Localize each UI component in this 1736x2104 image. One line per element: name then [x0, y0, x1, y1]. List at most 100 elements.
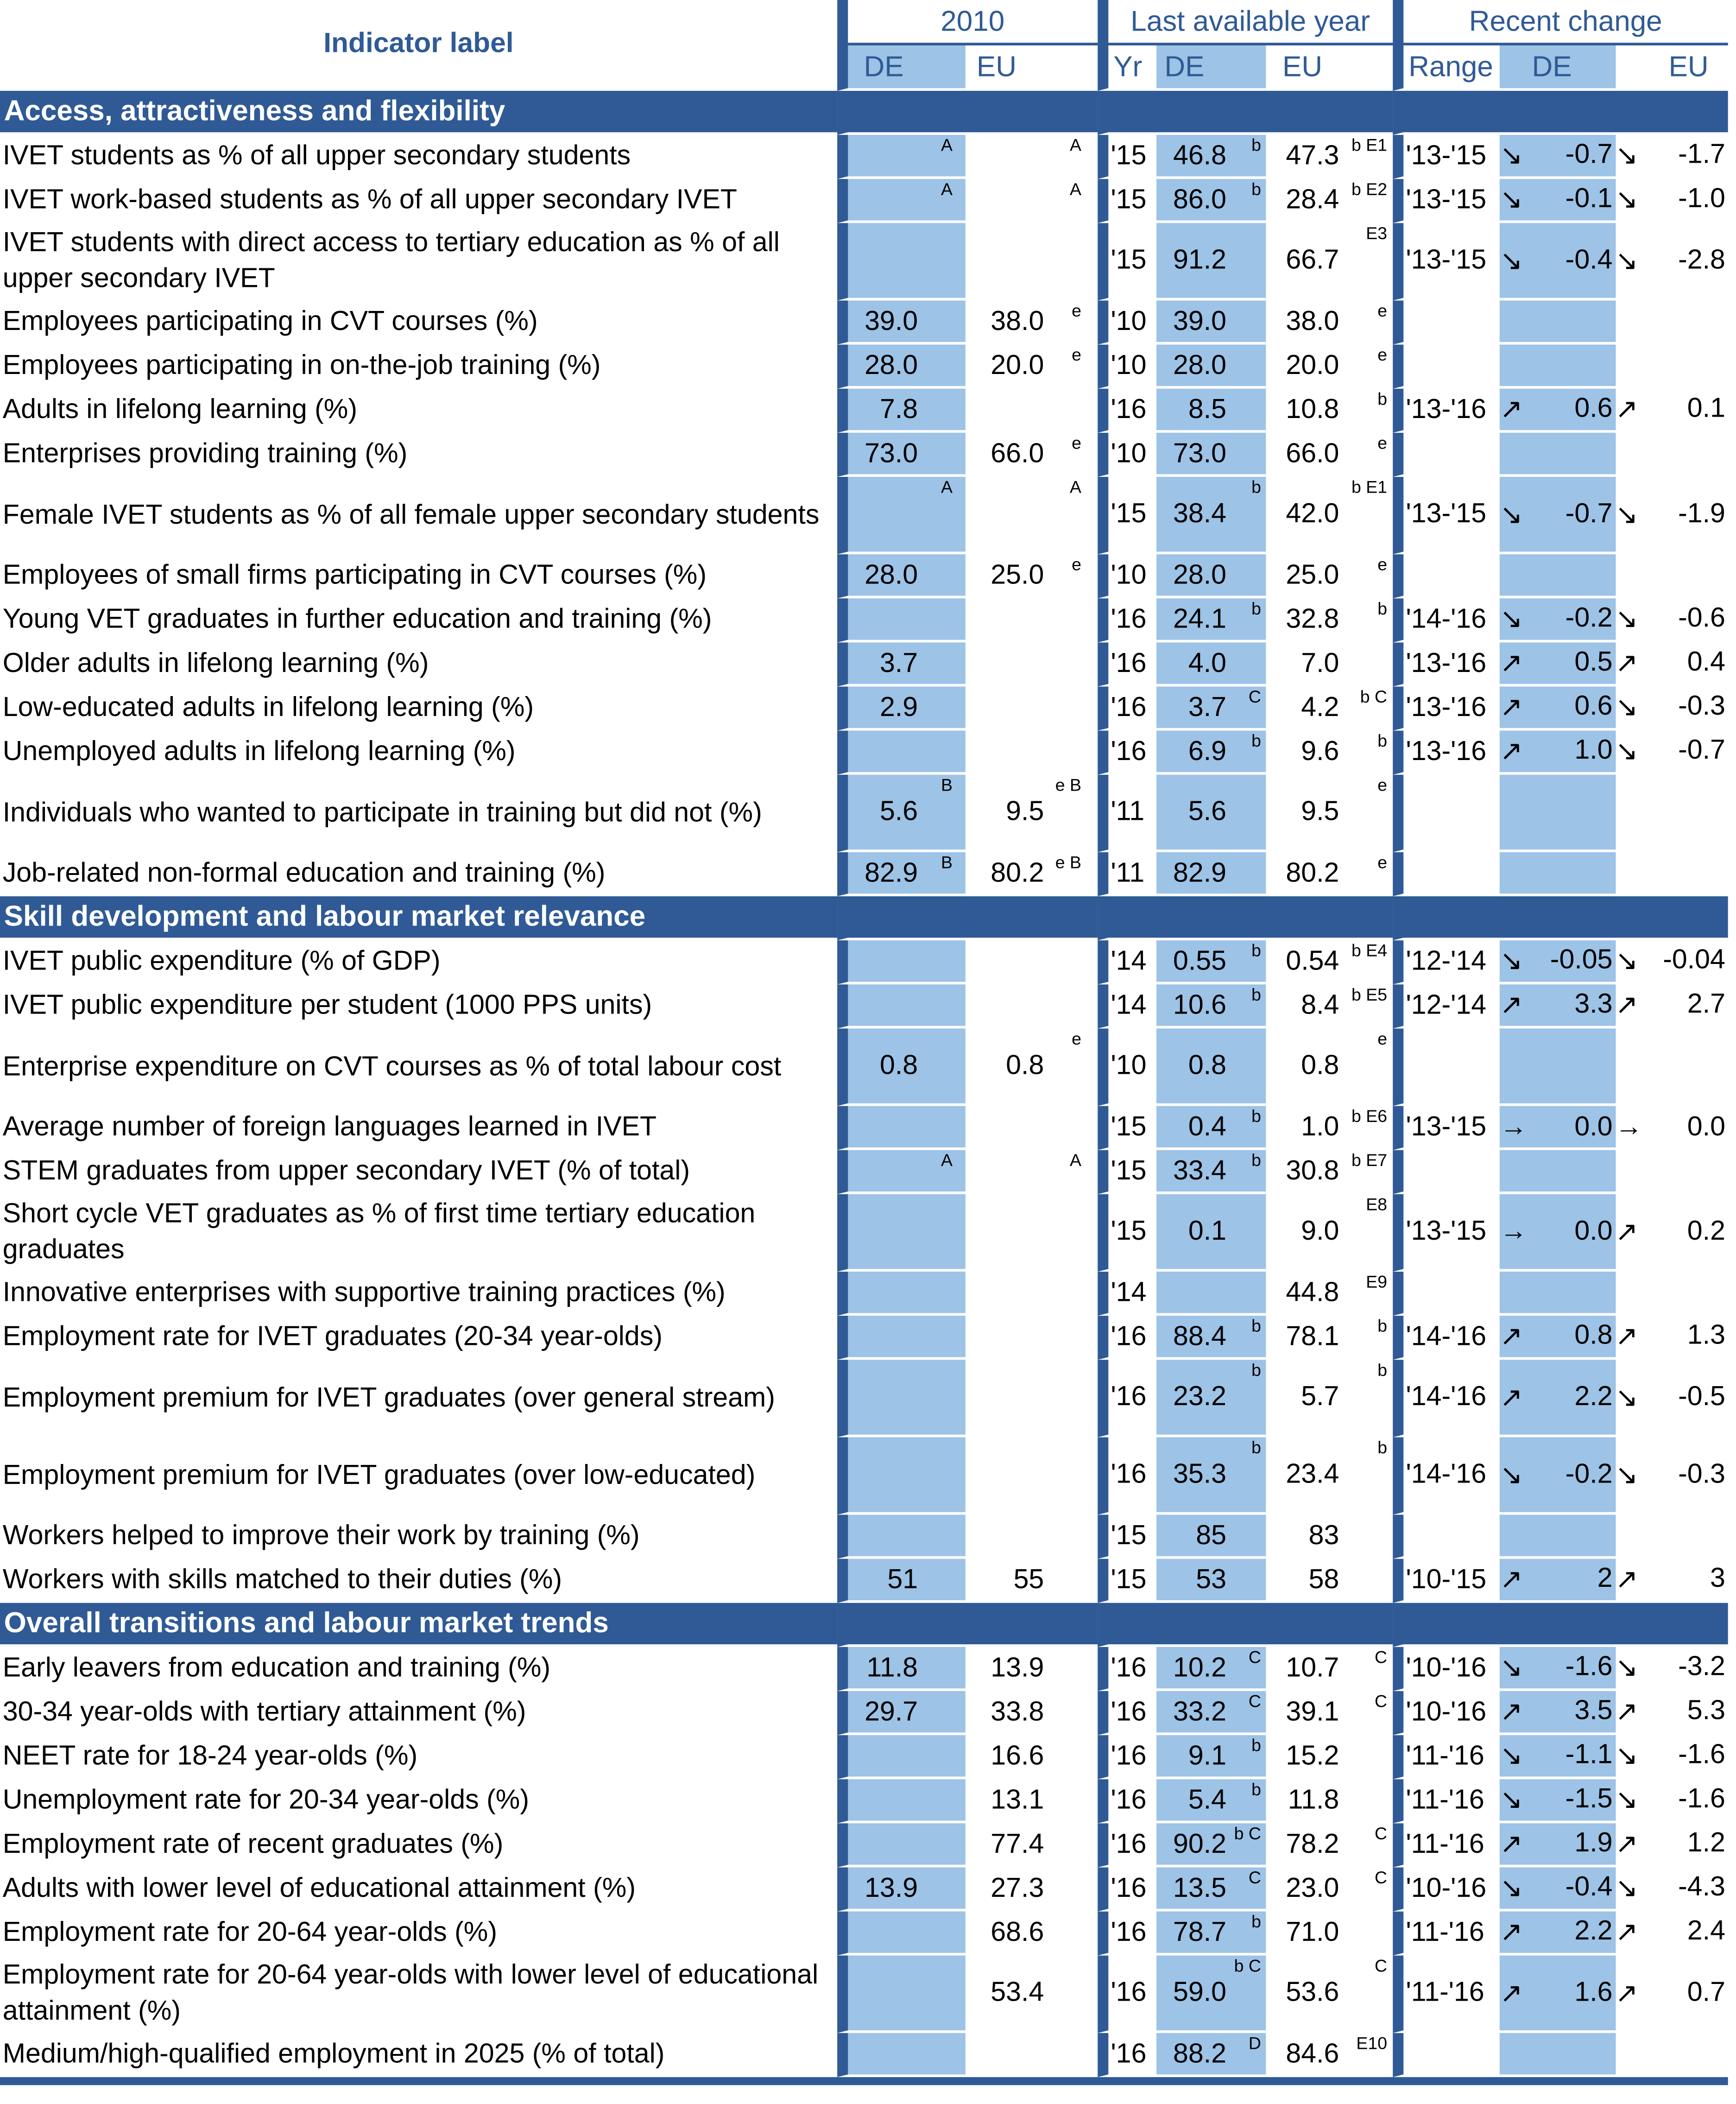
change-de-content: ↘ -0.2	[1500, 602, 1615, 636]
value-2010-eu	[966, 1194, 1098, 1272]
value-last-eu: 15.2	[1266, 1735, 1393, 1780]
value-2010-eu-value: 25.0	[991, 559, 1044, 590]
section-header-row: Overall transitions and labour market tr…	[0, 1603, 1728, 1647]
change-de	[1500, 774, 1616, 852]
change-de	[1500, 344, 1616, 389]
table-row: IVET students as % of all upper secondar…	[0, 135, 1728, 179]
value-last-de-value: 85	[1196, 1519, 1226, 1550]
change-de-trend-icon: ↗	[1500, 1828, 1523, 1860]
value-last-eu: 28.4 b E2	[1266, 179, 1393, 223]
change-de-trend-icon: ↗	[1500, 394, 1523, 425]
change-de-value: 0.5	[1574, 646, 1613, 678]
value-last-de: 35.3 b	[1156, 1437, 1267, 1515]
change-eu-trend-icon: ↘	[1615, 499, 1638, 530]
change-de-content: → 0.0	[1500, 1111, 1615, 1143]
change-de	[1500, 1028, 1616, 1106]
change-eu-trend-icon: →	[1615, 1110, 1643, 1141]
change-eu-trend-icon: ↗	[1615, 1564, 1638, 1595]
value-last-eu-note: b E1	[1351, 476, 1388, 497]
change-eu-trend-icon: ↗	[1615, 1977, 1638, 2009]
table-row: Enterprises providing training (%) 73.0 66…	[0, 432, 1728, 477]
change-eu-trend-icon: ↘	[1615, 245, 1638, 276]
value-2010-eu-note: e	[1072, 1028, 1082, 1049]
value-last-de-note: C	[1248, 1867, 1261, 1888]
table-row: Adults with lower level of educational a…	[0, 1867, 1728, 1912]
bottom-band	[0, 2077, 1728, 2088]
change-de-trend-icon: ↘	[1500, 1872, 1523, 1904]
indicator-label: IVET public expenditure (% of GDP)	[0, 940, 837, 985]
last-year: '16	[1097, 1955, 1157, 2033]
value-2010-eu: A	[966, 1150, 1098, 1194]
change-de-value: -0.2	[1565, 602, 1613, 634]
value-2010-eu-note: A	[1070, 1150, 1082, 1170]
value-2010-eu: 33.8	[966, 1691, 1098, 1736]
value-2010-eu: 9.5 e B	[966, 774, 1098, 852]
value-last-de-note: b	[1251, 1360, 1261, 1380]
change-eu: ↘ -0.5	[1615, 1360, 1728, 1438]
value-last-eu: 9.5 e	[1266, 774, 1393, 852]
change-de-content: ↘ -1.6	[1500, 1651, 1615, 1685]
value-last-eu-note: b E4	[1351, 940, 1388, 961]
table-row: Innovative enterprises with supportive t…	[0, 1271, 1728, 1316]
value-2010-de-value: 29.7	[865, 1696, 918, 1727]
change-eu-trend-icon: ↘	[1615, 184, 1638, 215]
change-eu: ↘ -1.0	[1615, 179, 1728, 223]
change-de-trend-icon: ↗	[1500, 1917, 1523, 1948]
value-last-eu-note: b E1	[1351, 135, 1388, 155]
change-eu-value: -0.7	[1678, 735, 1725, 766]
value-2010-eu: 0.8 e	[966, 1028, 1098, 1106]
last-year: '16	[1097, 388, 1157, 433]
value-last-eu: 78.2 C	[1266, 1823, 1393, 1868]
value-2010-de-note: A	[941, 1150, 953, 1170]
indicator-label: Employees of small firms participating i…	[0, 554, 837, 599]
last-year: '15	[1097, 1194, 1157, 1272]
indicator-label: Employees participating in on-the-job tr…	[0, 344, 837, 389]
change-de: ↗ 0.5	[1500, 642, 1616, 687]
change-de: ↘ -0.2	[1500, 1437, 1616, 1515]
change-de: ↗ 0.8	[1500, 1316, 1616, 1360]
value-2010-de: 39.0	[837, 300, 966, 345]
change-eu: ↘ -4.3	[1615, 1867, 1728, 1912]
change-de-value: -0.4	[1565, 244, 1613, 275]
change-de-content: ↗ 3.3	[1500, 989, 1615, 1022]
value-2010-de: 11.8	[837, 1647, 966, 1691]
change-eu-trend-icon: ↗	[1615, 1917, 1638, 1948]
value-2010-eu-value: 33.8	[991, 1696, 1044, 1727]
value-last-eu-note: b	[1377, 1437, 1388, 1458]
change-eu-value: -4.3	[1678, 1871, 1725, 1902]
indicator-label: Individuals who wanted to participate in…	[0, 774, 837, 852]
value-last-eu-note: C	[1375, 1691, 1388, 1711]
change-eu-trend-icon: ↗	[1615, 647, 1638, 679]
change-eu-content: ↘ -1.0	[1615, 183, 1728, 216]
value-last-eu-value: 10.8	[1286, 393, 1339, 425]
value-last-eu-value: 25.0	[1286, 559, 1339, 590]
change-eu: ↘ -1.7	[1615, 135, 1728, 179]
table-row: Employees participating in CVT courses (…	[0, 300, 1728, 345]
value-last-eu: 66.0 e	[1266, 432, 1393, 477]
change-de-value: -0.7	[1565, 139, 1613, 170]
indicator-label: Older adults in lifelong learning (%)	[0, 642, 837, 687]
subheader-2010-de: DE	[837, 45, 966, 91]
value-2010-de	[837, 1911, 966, 1956]
last-year: '16	[1097, 1779, 1157, 1824]
indicator-label: Employment premium for IVET graduates (o…	[0, 1360, 837, 1438]
value-last-de-value: 8.5	[1188, 393, 1226, 425]
indicator-label: Employment premium for IVET graduates (o…	[0, 1437, 837, 1515]
change-de: → 0.0	[1500, 1106, 1616, 1150]
change-de-value: -1.5	[1565, 1783, 1613, 1814]
change-eu	[1615, 2033, 1728, 2077]
indicator-label: Adults with lower level of educational a…	[0, 1867, 837, 1912]
change-eu-value: -0.3	[1678, 1458, 1725, 1489]
value-2010-de-value: 39.0	[865, 305, 918, 336]
indicator-label: Early leavers from education and trainin…	[0, 1647, 837, 1691]
change-eu-content: ↗ 0.2	[1615, 1215, 1728, 1248]
value-last-eu: 0.8 e	[1266, 1028, 1393, 1106]
change-eu-content: ↗ 2.7	[1615, 989, 1728, 1022]
change-de: ↗ 1.6	[1500, 1955, 1616, 2033]
value-2010-eu: 25.0 e	[966, 554, 1098, 599]
value-2010-de-value: 7.8	[879, 393, 918, 425]
change-eu: ↘ -0.7	[1615, 730, 1728, 775]
change-de-content: ↗ 2.2	[1500, 1915, 1615, 1949]
value-last-de-note: b	[1251, 179, 1261, 199]
